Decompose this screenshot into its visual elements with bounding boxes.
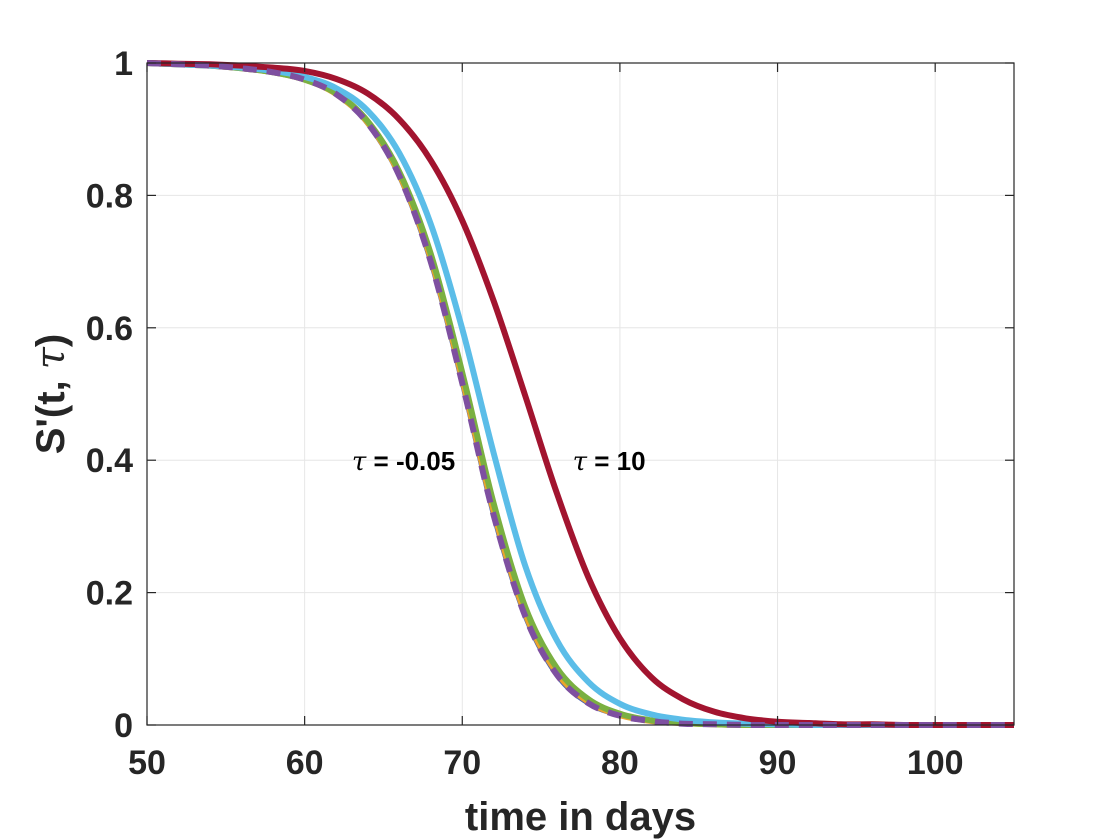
y-tick-label: 0.8 [86, 177, 133, 215]
x-tick-label: 80 [601, 744, 639, 782]
annotations: τ = -0.05 τ = 10 [352, 446, 646, 477]
ticks [146, 62, 1014, 726]
y-axis-label: S'(t, τ) [28, 334, 74, 455]
y-axis-label-main: S'(t, [29, 369, 73, 454]
y-axis-label-close: ) [29, 334, 73, 347]
x-tick-label: 100 [907, 744, 964, 782]
annotation-tau-min-greek: τ [352, 447, 367, 477]
annotation-tau-min-text: = -0.05 [366, 446, 455, 476]
annotation-tau-max: τ = 10 [573, 446, 646, 477]
y-tick-label: 0.6 [86, 310, 133, 348]
y-tick-label: 1 [114, 45, 133, 83]
annotation-tau-max-greek: τ [573, 447, 588, 477]
y-tick-label: 0.4 [86, 442, 133, 480]
y-axis-label-greek: τ [28, 346, 74, 369]
x-tick-labels: 50 60 70 80 90 100 [128, 744, 963, 782]
x-tick-label: 90 [759, 744, 797, 782]
x-tick-label: 70 [443, 744, 481, 782]
x-tick-label: 60 [286, 744, 324, 782]
x-axis-label: time in days [465, 795, 696, 839]
y-tick-label: 0.2 [86, 575, 133, 613]
x-tick-label: 50 [128, 744, 166, 782]
plot-frame [146, 62, 1015, 726]
y-tick-labels: 0 0.2 0.4 0.6 0.8 1 [86, 45, 133, 745]
plot-background [147, 63, 1014, 725]
annotation-tau-min: τ = -0.05 [352, 446, 455, 477]
annotation-tau-max-text: = 10 [587, 446, 646, 476]
y-tick-label: 0 [114, 707, 133, 745]
